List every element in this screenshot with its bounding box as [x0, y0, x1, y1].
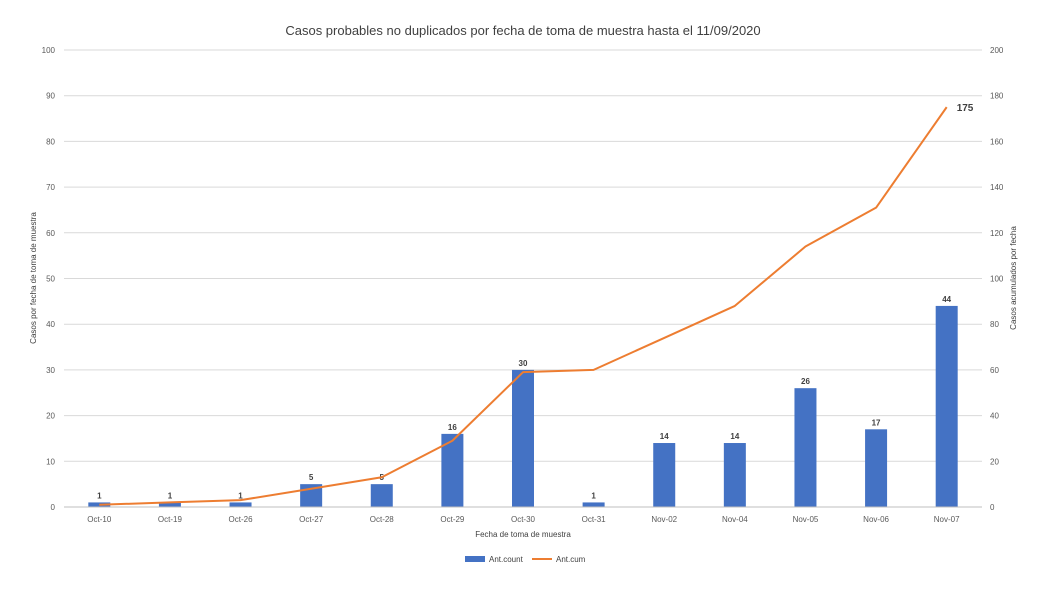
y2-axis-title: Casos acumulados por fecha: [1009, 226, 1018, 330]
legend-label-ant-count: Ant.count: [489, 555, 524, 564]
y2-tick-label: 180: [990, 92, 1004, 101]
bar: [441, 433, 464, 507]
legend-label-ant-cum: Ant.cum: [556, 555, 586, 564]
x-tick-label: Nov-02: [651, 515, 677, 524]
x-tick-label: Oct-27: [299, 515, 324, 524]
y-tick-label: 100: [42, 46, 56, 55]
x-tick-label: Oct-26: [229, 515, 254, 524]
y-tick-label: 0: [51, 503, 56, 512]
x-tick-label: Nov-06: [863, 515, 889, 524]
bar: [582, 502, 605, 507]
y2-tick-label: 40: [990, 412, 999, 421]
x-tick-label: Nov-07: [934, 515, 960, 524]
bar: [865, 429, 888, 507]
legend-swatch-ant-count: [465, 556, 485, 562]
x-tick-label: Oct-28: [370, 515, 395, 524]
y2-tick-label: 120: [990, 229, 1004, 238]
bar-data-label: 16: [448, 423, 457, 432]
bar-data-label: 17: [872, 418, 881, 427]
y-tick-label: 80: [46, 137, 55, 146]
y2-tick-label: 200: [990, 46, 1004, 55]
y2-tick-label: 20: [990, 457, 999, 466]
left-axis-ticks: 0 10 20 30 40 50 60 70 80 90 100: [42, 46, 56, 512]
bar: [935, 305, 958, 507]
bar: [158, 502, 181, 507]
cumulative-line: [99, 106, 948, 506]
bar-data-label: 14: [730, 432, 739, 441]
x-axis-ticks: Oct-10 Oct-19 Oct-26 Oct-27 Oct-28 Oct-29 Oct-…: [64, 506, 982, 524]
y-tick-label: 40: [46, 320, 55, 329]
x-tick-label: Oct-19: [158, 515, 183, 524]
bar-data-label: 1: [591, 491, 596, 500]
bar-data-label: 26: [801, 377, 810, 386]
gridlines: [64, 49, 982, 508]
bar: [370, 484, 393, 507]
x-tick-label: Oct-30: [511, 515, 536, 524]
line-end-label: 175: [957, 103, 974, 114]
bar: [653, 443, 676, 507]
y-axis-title: Casos por fecha de toma de muestra: [29, 212, 38, 344]
y-tick-label: 50: [46, 275, 55, 284]
y-tick-label: 60: [46, 229, 55, 238]
y2-tick-label: 60: [990, 366, 999, 375]
legend: Ant.count Ant.cum: [465, 555, 586, 564]
y2-tick-label: 0: [990, 503, 995, 512]
x-tick-label: Oct-31: [582, 515, 607, 524]
bar-data-label: 44: [942, 295, 951, 304]
y2-tick-label: 100: [990, 275, 1004, 284]
y2-tick-label: 140: [990, 183, 1004, 192]
x-tick-label: Oct-29: [440, 515, 465, 524]
bar: [512, 369, 534, 507]
bar-data-label: 5: [309, 473, 314, 482]
x-tick-label: Oct-10: [87, 515, 112, 524]
bar-data-label: 1: [168, 491, 173, 500]
bar-data-label: 14: [660, 432, 669, 441]
bar: [229, 502, 252, 507]
y-tick-label: 20: [46, 412, 55, 421]
x-tick-label: Nov-04: [722, 515, 748, 524]
y-tick-label: 70: [46, 183, 55, 192]
bar: [723, 443, 746, 507]
y-tick-label: 30: [46, 366, 55, 375]
bar-data-label: 1: [238, 491, 243, 500]
line-series: 17 5: [99, 103, 974, 506]
y2-tick-label: 80: [990, 320, 999, 329]
y-tick-label: 90: [46, 92, 55, 101]
bar-data-label: 1: [97, 491, 102, 500]
y2-tick-label: 160: [990, 137, 1004, 146]
y-tick-label: 10: [46, 457, 55, 466]
right-axis-ticks: 0 20 40 60 80 100 120 140 160 180 200: [990, 46, 1004, 512]
bar: [794, 388, 817, 507]
x-axis-title: Fecha de toma de muestra: [475, 530, 571, 539]
x-tick-label: Nov-05: [793, 515, 819, 524]
bar-data-label: 30: [519, 359, 528, 368]
chart-title: Casos probables no duplicados por fecha …: [285, 23, 760, 38]
